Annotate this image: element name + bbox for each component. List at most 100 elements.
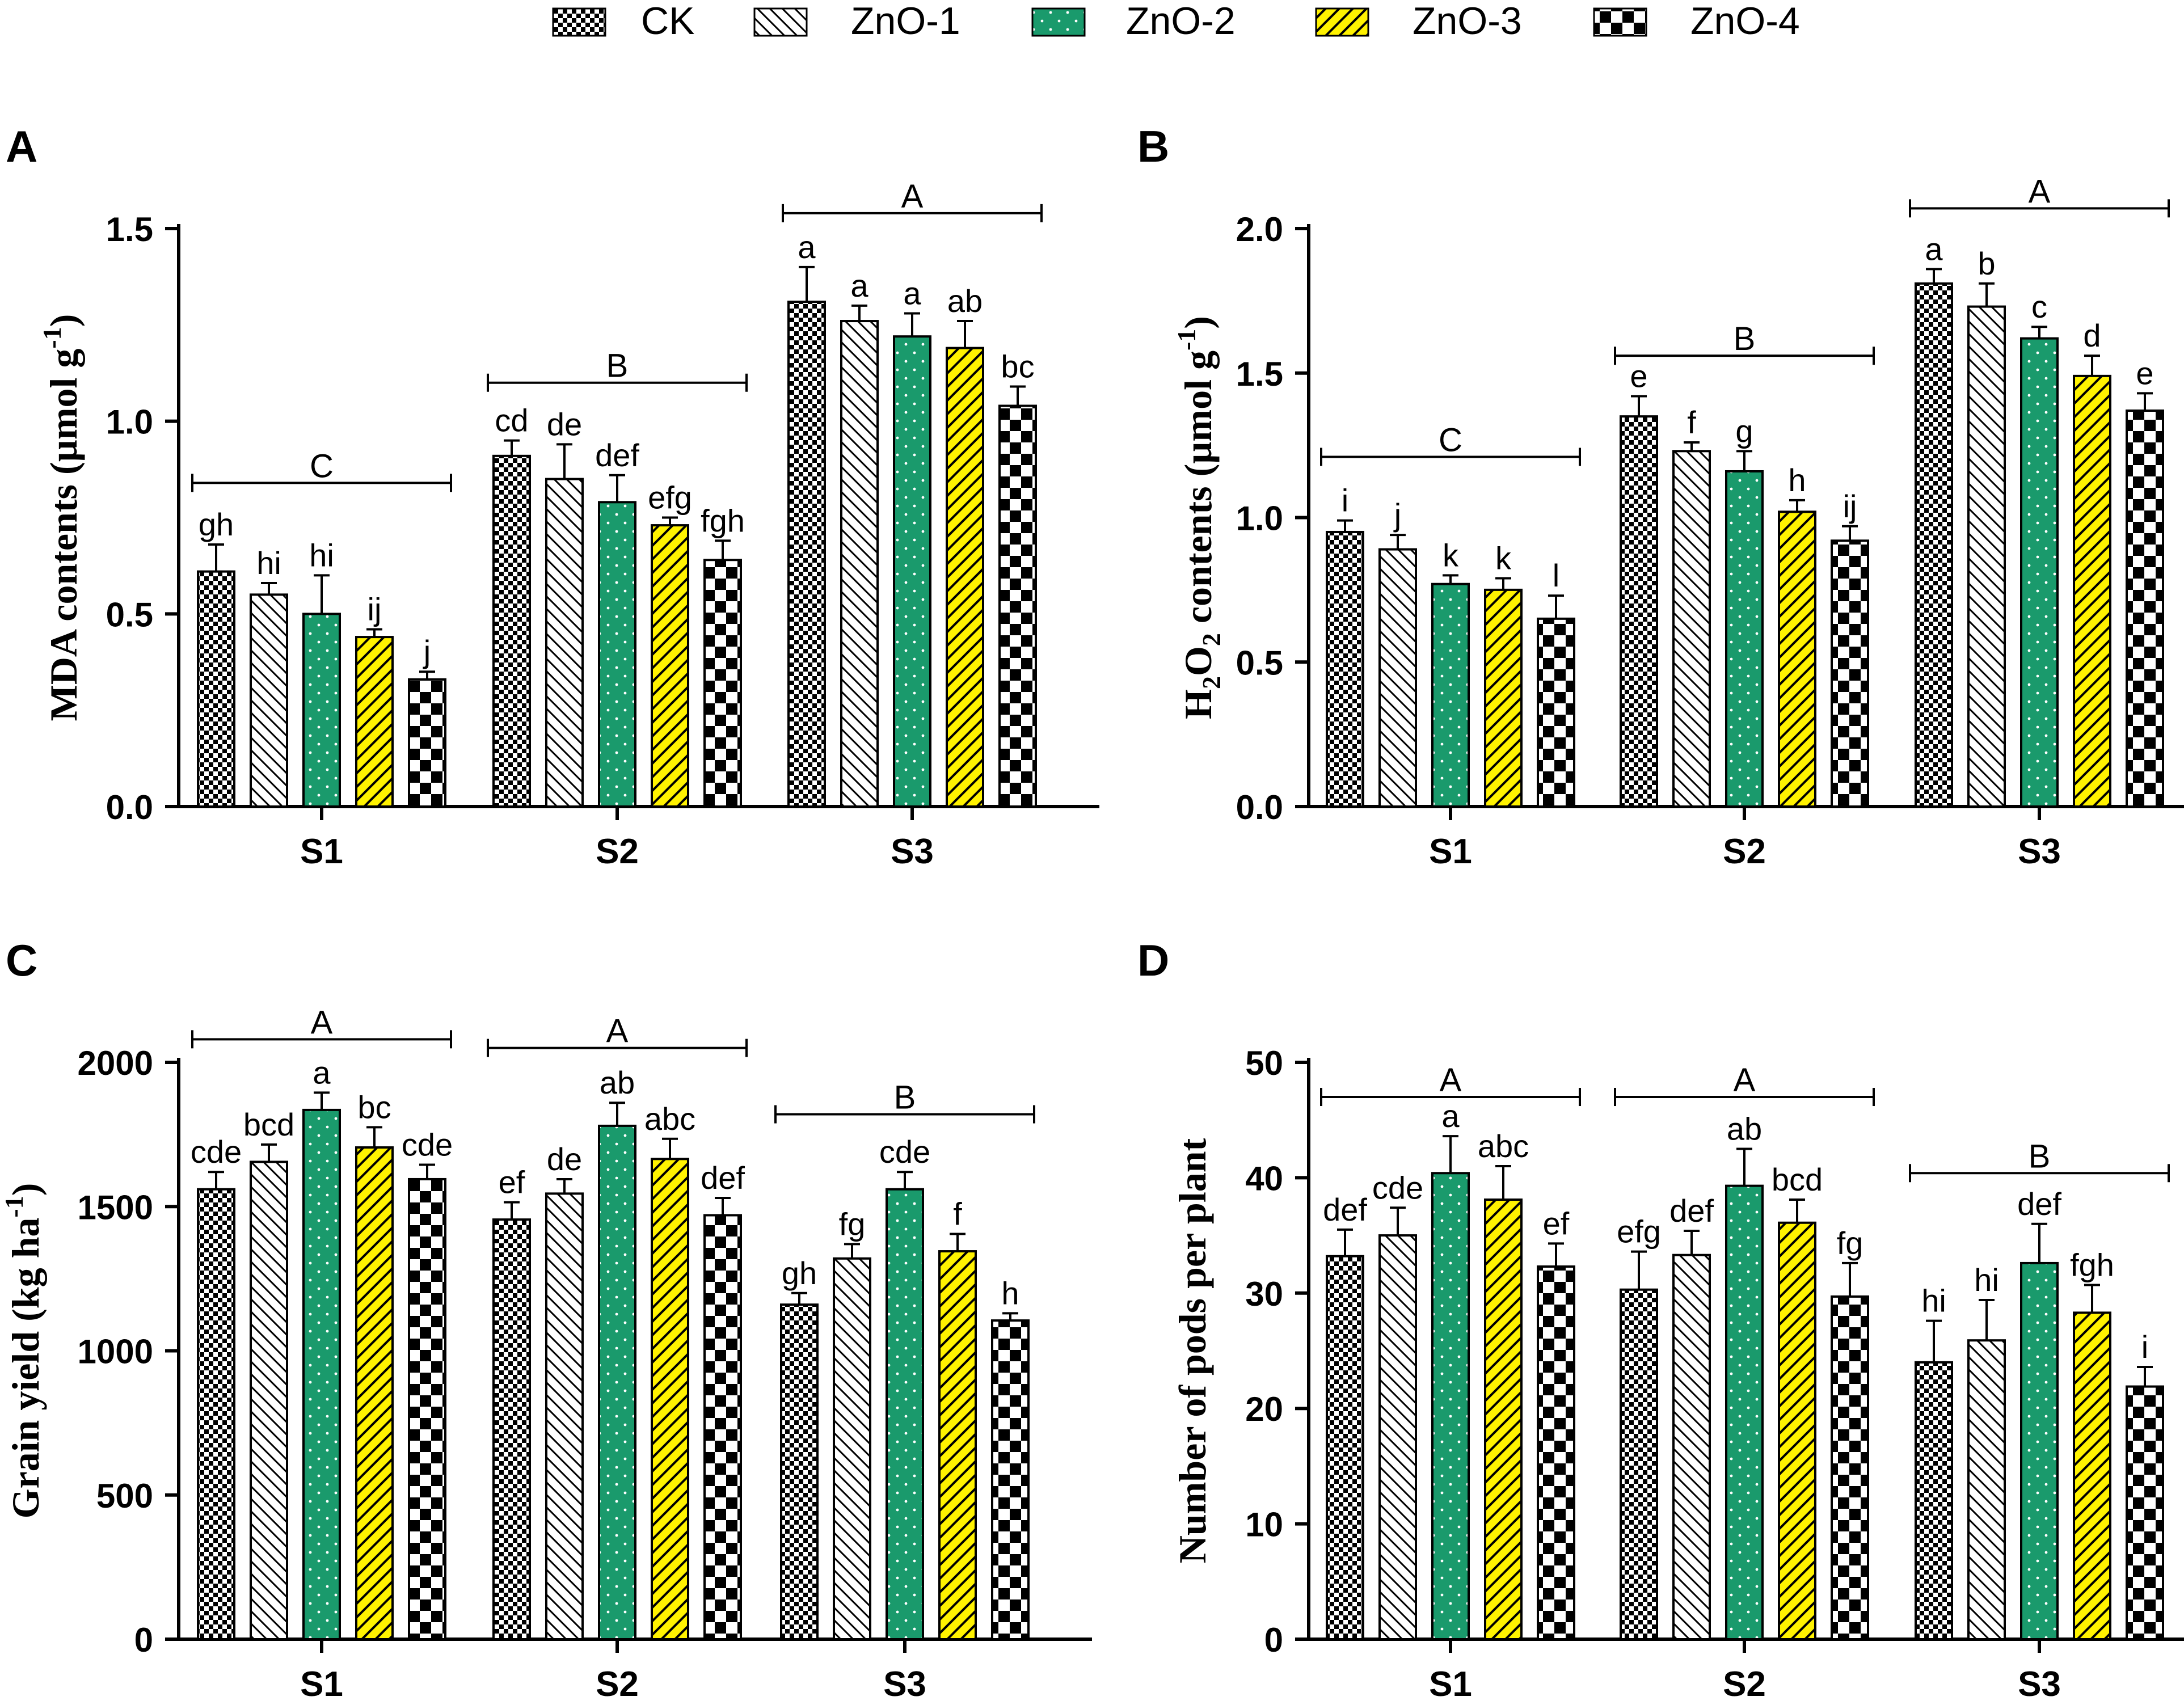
y-axis-label: Number of pods per plant xyxy=(1171,1138,1214,1563)
bar xyxy=(1326,1255,1364,1640)
group-letter: A xyxy=(901,178,924,215)
x-tick-label: S3 xyxy=(883,1665,926,1702)
bar xyxy=(302,613,341,808)
bar xyxy=(1620,415,1658,808)
bar xyxy=(1915,1361,1953,1641)
group-letter: C xyxy=(310,448,334,484)
y-axis-label: Grain yield (kg ha-1) xyxy=(0,1183,47,1519)
bar xyxy=(1778,1221,1816,1641)
legend: CK ZnO-1 ZnO-2 ZnO-3 ZnO-4 xyxy=(552,0,1800,43)
y-tick-label: 1.0 xyxy=(1236,500,1283,538)
y-tick-label: 0.0 xyxy=(106,788,153,826)
legend-label-zno4: ZnO-4 xyxy=(1690,0,1800,43)
bar xyxy=(408,678,446,808)
significance-letter: cde xyxy=(879,1134,930,1170)
y-axis-label-part: O xyxy=(1177,646,1220,676)
x-tick-label: S2 xyxy=(596,832,639,871)
bar xyxy=(1967,1339,2006,1641)
bar xyxy=(2126,1385,2164,1640)
panel-d: D Number of pods per plant 0 10 20 30 40 50 S1 A S… xyxy=(1137,935,2184,1704)
significance-letter: bc xyxy=(357,1089,391,1125)
significance-letter: e xyxy=(1630,358,1647,394)
legend-swatch-zno2 xyxy=(1031,7,1086,37)
legend-label-zno1: ZnO-1 xyxy=(851,0,960,43)
group-letter: B xyxy=(2029,1138,2051,1175)
bar xyxy=(1431,583,1470,808)
bar xyxy=(250,1160,288,1641)
y-axis-label-end: ) xyxy=(42,314,85,327)
significance-letter: de xyxy=(547,406,582,442)
significance-letter: a xyxy=(1925,231,1943,267)
bar xyxy=(2073,374,2111,808)
bar xyxy=(250,593,288,808)
legend-item-zno3: ZnO-3 xyxy=(1315,0,1522,43)
legend-item-zno1: ZnO-1 xyxy=(753,0,960,43)
significance-letter: bcd xyxy=(1772,1162,1823,1197)
legend-swatch-ck xyxy=(552,7,606,37)
significance-letter: j xyxy=(423,634,431,669)
y-tick-label: 2000 xyxy=(78,1044,153,1082)
significance-letter: h xyxy=(1001,1275,1019,1311)
panel-letter: D xyxy=(1137,935,1169,985)
x-tick-label: S1 xyxy=(1429,832,1472,871)
group-letter: B xyxy=(606,348,629,385)
bar xyxy=(1431,1172,1470,1640)
bar xyxy=(651,524,689,808)
significance-letter: cd xyxy=(495,403,528,438)
y-tick-label: 500 xyxy=(96,1477,153,1515)
x-tick-label: S3 xyxy=(891,832,934,871)
bar xyxy=(355,1146,394,1640)
legend-item-ck: CK xyxy=(552,0,694,43)
bar xyxy=(492,1218,531,1641)
bar xyxy=(1537,617,1575,808)
x-tick-label: S1 xyxy=(300,1665,343,1702)
significance-letter: hi xyxy=(309,537,334,573)
bar xyxy=(1725,470,1764,808)
significance-letter: cde xyxy=(1372,1170,1423,1205)
y-tick-label: 1500 xyxy=(78,1188,153,1226)
significance-letter: k xyxy=(1443,537,1459,573)
group-letter: A xyxy=(1440,1062,1462,1099)
x-tick-label: S3 xyxy=(2018,1665,2061,1702)
bar xyxy=(840,320,879,808)
bar xyxy=(197,1188,235,1640)
significance-letter: ab xyxy=(1727,1111,1762,1147)
y-tick-label: 40 xyxy=(1245,1159,1283,1197)
bar xyxy=(1915,282,1953,808)
y-tick-label: 10 xyxy=(1245,1506,1283,1544)
significance-letter: l xyxy=(1553,558,1559,593)
legend-swatch-zno1 xyxy=(753,7,808,37)
bar xyxy=(1778,510,1816,808)
x-tick-label: S1 xyxy=(300,832,343,871)
bar xyxy=(545,1192,584,1640)
y-tick-label: 0 xyxy=(1264,1621,1283,1659)
bar xyxy=(2073,1311,2111,1640)
significance-letter: def xyxy=(595,437,639,473)
bar xyxy=(545,478,584,808)
significance-letter: d xyxy=(2083,318,2101,353)
significance-letter: bcd xyxy=(243,1107,294,1142)
x-tick-label: S2 xyxy=(596,1665,639,1702)
significance-letter: def xyxy=(1669,1193,1714,1229)
y-axis-label-main: MDA contents (µmol g xyxy=(42,349,85,721)
bar xyxy=(703,559,742,808)
significance-letter: g xyxy=(1735,413,1753,449)
significance-letter: efg xyxy=(648,480,692,516)
y-tick-label: 1.5 xyxy=(106,210,153,248)
y-axis-label: H2O2 contents (µmol g-1) xyxy=(1172,316,1226,719)
significance-letter: de xyxy=(547,1141,582,1177)
bar xyxy=(1484,588,1523,808)
significance-letter: ef xyxy=(499,1164,525,1200)
significance-letter: h xyxy=(1788,462,1806,498)
legend-swatch-zno4 xyxy=(1593,7,1647,37)
panel-letter: A xyxy=(6,121,37,171)
significance-letter: i xyxy=(2141,1329,2148,1365)
group-letter: A xyxy=(2029,173,2051,210)
y-axis-label-part: 2 xyxy=(1197,633,1226,646)
y-axis-label-end: ) xyxy=(4,1183,47,1196)
y-axis-label-sup: -1 xyxy=(0,1196,28,1217)
y-axis-label-part: ) xyxy=(1177,316,1220,329)
bar xyxy=(1484,1198,1523,1640)
bar xyxy=(1326,530,1364,808)
